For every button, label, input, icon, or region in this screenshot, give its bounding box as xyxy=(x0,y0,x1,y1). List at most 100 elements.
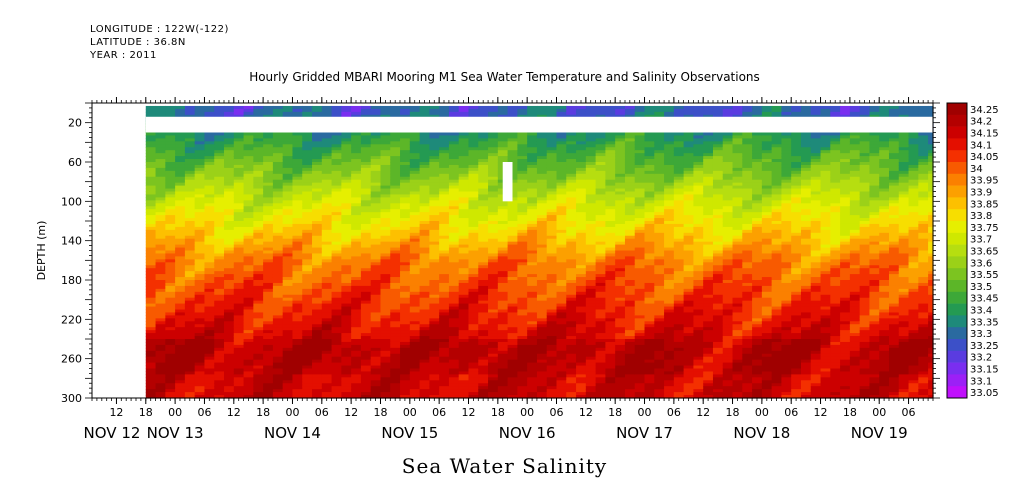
salinity-cell xyxy=(390,374,401,378)
salinity-cell xyxy=(624,150,636,154)
salinity-cell xyxy=(292,144,303,148)
salinity-cell xyxy=(439,341,450,346)
salinity-cell xyxy=(536,156,548,160)
salinity-cell xyxy=(409,339,421,343)
salinity-cell xyxy=(312,330,323,334)
salinity-cell xyxy=(165,164,176,169)
salinity-cell xyxy=(605,291,616,296)
salinity-cell xyxy=(224,395,235,399)
salinity-cell xyxy=(585,297,597,302)
salinity-cell xyxy=(566,182,577,187)
salinity-cell xyxy=(527,218,538,222)
salinity-cell xyxy=(576,383,587,387)
salinity-cell xyxy=(527,153,538,157)
salinity-cell xyxy=(605,368,616,373)
salinity-cell xyxy=(302,383,313,387)
salinity-cell xyxy=(351,197,362,201)
salinity-cell xyxy=(458,395,470,399)
salinity-cell xyxy=(282,339,294,343)
salinity-cell xyxy=(429,303,440,308)
salinity-cell xyxy=(312,188,323,193)
salinity-cell xyxy=(585,368,597,373)
salinity-cell xyxy=(429,259,440,263)
salinity-cell xyxy=(517,339,528,343)
salinity-cell xyxy=(380,141,391,145)
salinity-cell xyxy=(214,324,225,328)
salinity-cell xyxy=(400,291,411,296)
salinity-cell xyxy=(214,200,225,204)
salinity-cell xyxy=(175,191,186,196)
salinity-cell xyxy=(576,244,587,249)
salinity-cell xyxy=(175,344,186,349)
salinity-cell xyxy=(341,294,352,299)
salinity-cell xyxy=(605,395,616,399)
salinity-cell xyxy=(429,223,440,228)
salinity-cell xyxy=(536,141,548,145)
salinity-cell xyxy=(184,235,196,240)
salinity-cell xyxy=(194,282,206,287)
salinity-cell xyxy=(615,147,626,151)
salinity-cell xyxy=(194,318,206,322)
salinity-cell xyxy=(556,277,567,281)
salinity-cell xyxy=(243,223,254,228)
salinity-cell xyxy=(272,389,284,393)
salinity-cell xyxy=(321,229,333,234)
salinity-cell xyxy=(615,277,626,281)
salinity-cell xyxy=(145,203,157,207)
salinity-cell xyxy=(468,156,479,160)
salinity-cell xyxy=(165,206,176,210)
salinity-cell xyxy=(517,203,528,207)
salinity-cell xyxy=(595,362,606,367)
salinity-cell xyxy=(243,386,254,390)
salinity-cell xyxy=(184,226,196,231)
salinity-cell xyxy=(184,268,196,272)
salinity-cell xyxy=(585,309,597,314)
salinity-cell xyxy=(507,297,518,302)
salinity-cell xyxy=(204,377,215,381)
salinity-cell xyxy=(331,221,342,225)
salinity-cell xyxy=(419,306,430,311)
salinity-cell xyxy=(507,265,518,269)
salinity-cell xyxy=(429,212,440,216)
salinity-cell xyxy=(497,153,509,157)
salinity-cell xyxy=(351,218,362,222)
salinity-cell xyxy=(448,132,460,137)
salinity-cell xyxy=(624,280,636,284)
salinity-cell xyxy=(370,235,382,240)
salinity-cell xyxy=(566,274,577,278)
salinity-cell xyxy=(341,156,352,160)
salinity-cell xyxy=(605,197,616,201)
salinity-cell xyxy=(517,232,528,237)
salinity-cell xyxy=(595,303,606,308)
salinity-cell xyxy=(556,386,567,390)
salinity-cell xyxy=(331,265,342,269)
salinity-cell xyxy=(488,108,499,113)
salinity-cell xyxy=(204,197,215,201)
salinity-cell xyxy=(331,330,342,334)
salinity-cell xyxy=(448,280,460,284)
salinity-cell xyxy=(546,200,558,204)
salinity-cell xyxy=(184,344,196,349)
salinity-cell xyxy=(400,371,411,375)
salinity-cell xyxy=(556,197,567,201)
salinity-cell xyxy=(321,244,333,249)
salinity-cell xyxy=(145,218,157,222)
salinity-cell xyxy=(576,250,587,255)
salinity-cell xyxy=(194,324,206,328)
salinity-cell xyxy=(390,182,401,187)
salinity-cell xyxy=(488,173,499,178)
salinity-cell xyxy=(233,235,245,240)
salinity-cell xyxy=(184,238,196,243)
salinity-cell xyxy=(263,309,274,314)
salinity-cell xyxy=(204,294,215,299)
salinity-cell xyxy=(194,395,206,399)
salinity-cell xyxy=(194,336,206,340)
salinity-cell xyxy=(507,241,518,246)
salinity-cell xyxy=(204,280,215,284)
salinity-cell xyxy=(468,374,479,378)
salinity-cell xyxy=(566,291,577,296)
salinity-cell xyxy=(605,294,616,299)
salinity-cell xyxy=(595,153,606,157)
salinity-cell xyxy=(634,179,646,184)
salinity-cell xyxy=(634,156,646,160)
